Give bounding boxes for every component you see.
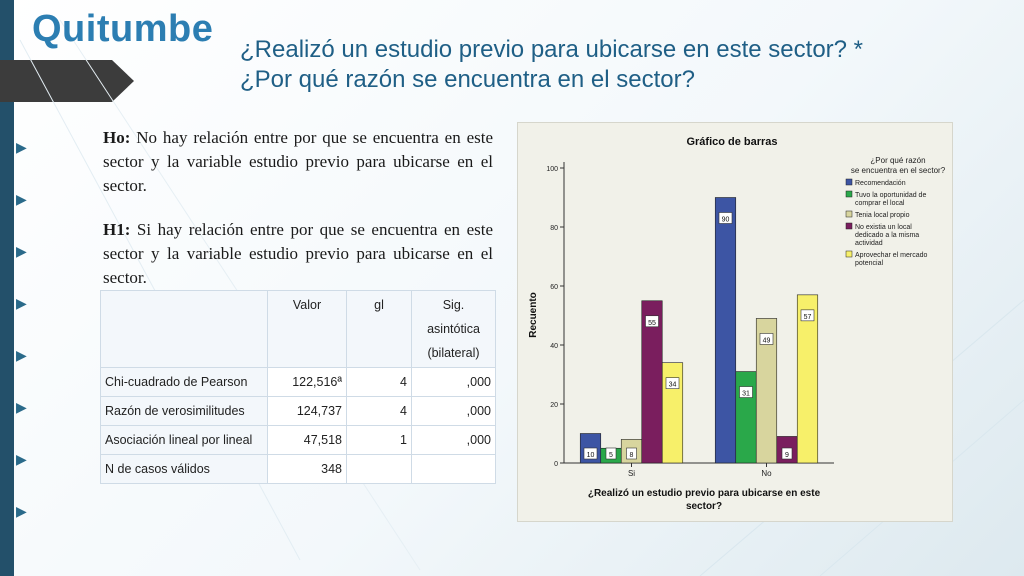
arrow-banner (0, 60, 134, 102)
chi-square-table: Valor gl Sig. asintótica (bilateral) Chi… (100, 290, 496, 484)
legend-entry: No existia un local (855, 224, 912, 231)
x-axis-label: sector? (686, 501, 722, 512)
table-header-cell: gl (346, 290, 412, 368)
legend-title: ¿Por qué razón (870, 156, 925, 165)
legend-title: se encuentra en el sector? (851, 166, 946, 175)
x-tick-label: No (761, 469, 772, 478)
left-accent-bar (0, 0, 14, 576)
legend-entry: dedicado a la misma (855, 232, 919, 239)
table-row-label: Chi-cuadrado de Pearson (100, 367, 268, 397)
triangle-marker-icon: ▶ (16, 451, 27, 467)
h1-label: H1: (103, 220, 131, 239)
h1-text: Si hay relación entre por que se encuent… (103, 220, 493, 287)
triangle-marker-icon: ▶ (16, 295, 27, 311)
legend-entry: comprar el local (855, 200, 905, 207)
table-cell: 122,516ª (267, 367, 347, 397)
table-cell (346, 454, 412, 484)
data-label-box (583, 447, 598, 460)
y-tick-label: 60 (550, 284, 558, 291)
y-tick-label: 0 (554, 461, 558, 468)
legend-swatch (845, 222, 853, 230)
triangle-marker-icon: ▶ (16, 139, 27, 155)
y-axis-label: Recuento (528, 292, 539, 338)
legend-entry: Recomendación (855, 180, 906, 187)
legend-swatch (845, 190, 853, 198)
table-row: Chi-cuadrado de Pearson 122,516ª 4 ,000 (100, 367, 496, 397)
y-tick-label: 40 (550, 343, 558, 350)
data-label-box (665, 377, 680, 389)
table-row: N de casos válidos 348 (100, 454, 496, 484)
table-header-cell (100, 290, 268, 368)
data-label-box (781, 447, 793, 460)
data-label: 55 (648, 320, 656, 327)
data-label: 8 (630, 452, 634, 459)
bar-chart-panel: Gráfico de barras 0 20 40 60 80 100 Recuento 10 5… (517, 122, 953, 522)
table-cell: ,000 (411, 396, 496, 426)
table-cell: ,000 (411, 425, 496, 455)
triangle-marker-icon: ▶ (16, 243, 27, 259)
legend-entry: Tenia local propio (855, 212, 910, 219)
chart-bar (796, 294, 819, 464)
h0-label: Ho: (103, 128, 131, 147)
data-label: 31 (742, 391, 750, 398)
h0-text: No hay relación entre por que se encuent… (103, 128, 494, 195)
legend-entry: Tuvo la oportunidad de (855, 192, 926, 199)
table-row-label: Asociación lineal por lineal (100, 425, 268, 455)
hypothesis-h0: Ho: No hay relación entre por que se enc… (103, 126, 493, 198)
y-tick-label: 100 (546, 166, 558, 173)
data-label: 49 (763, 337, 771, 344)
data-label-box (739, 386, 753, 398)
bar-chart: Gráfico de barras 0 20 40 60 80 100 Recuento 10 5… (528, 136, 946, 512)
x-tick-label: Si (628, 469, 635, 478)
chart-title: Gráfico de barras (686, 136, 777, 148)
legend-swatch (845, 178, 853, 186)
data-label-box (718, 212, 733, 224)
data-label: 5 (609, 452, 613, 459)
data-label-box (626, 447, 637, 460)
x-axis-label: ¿Realizó un estudio previo para ubicarse… (588, 488, 821, 499)
triangle-marker-icon: ▶ (16, 347, 27, 363)
slide-title-line2: ¿Por qué razón se encuentra en el sector… (240, 66, 695, 93)
triangle-marker-icon: ▶ (16, 503, 27, 519)
table-header-cell: Valor (267, 290, 347, 368)
chart-bar (714, 197, 737, 464)
data-label-box (759, 333, 774, 345)
table-row: Razón de verosimilitudes 124,737 4 ,000 (100, 396, 496, 426)
triangle-marker-icon: ▶ (16, 399, 27, 415)
legend-swatch (845, 250, 853, 258)
table-cell (411, 454, 496, 484)
table-cell: 47,518 (267, 425, 347, 455)
brand-title: Quitumbe (32, 8, 214, 50)
data-label: 10 (587, 452, 595, 459)
hypothesis-h1: H1: Si hay relación entre por que se enc… (103, 218, 493, 290)
table-row: Asociación lineal por lineal 47,518 1 ,0… (100, 425, 496, 455)
data-label-box (605, 447, 617, 460)
legend-entry: actividad (855, 240, 883, 247)
table-cell: 1 (346, 425, 412, 455)
legend-entry: potencial (855, 260, 883, 267)
y-tick-label: 80 (550, 225, 558, 232)
table-row-label: Razón de verosimilitudes (100, 396, 268, 426)
chart-bar (735, 371, 757, 464)
table-cell: ,000 (411, 367, 496, 397)
table-header-row: Valor gl Sig. asintótica (bilateral) (100, 290, 496, 368)
triangle-marker-icon: ▶ (16, 191, 27, 207)
table-cell: 4 (346, 367, 412, 397)
y-tick-label: 20 (550, 402, 558, 409)
legend-swatch (845, 210, 853, 218)
data-label: 90 (722, 217, 730, 224)
table-header-cell: Sig. asintótica (bilateral) (411, 290, 496, 368)
legend-entry: Aprovechar el mercado (855, 252, 927, 259)
data-label: 34 (669, 382, 677, 389)
data-label: 9 (785, 452, 789, 459)
table-cell: 124,737 (267, 396, 347, 426)
data-label-box (645, 315, 659, 328)
table-row-label: N de casos válidos (100, 454, 268, 484)
table-cell: 348 (267, 454, 347, 484)
data-label-box (800, 309, 815, 322)
data-label: 57 (804, 314, 812, 321)
slide-title-line1: ¿Realizó un estudio previo para ubicarse… (240, 36, 864, 63)
table-cell: 4 (346, 396, 412, 426)
